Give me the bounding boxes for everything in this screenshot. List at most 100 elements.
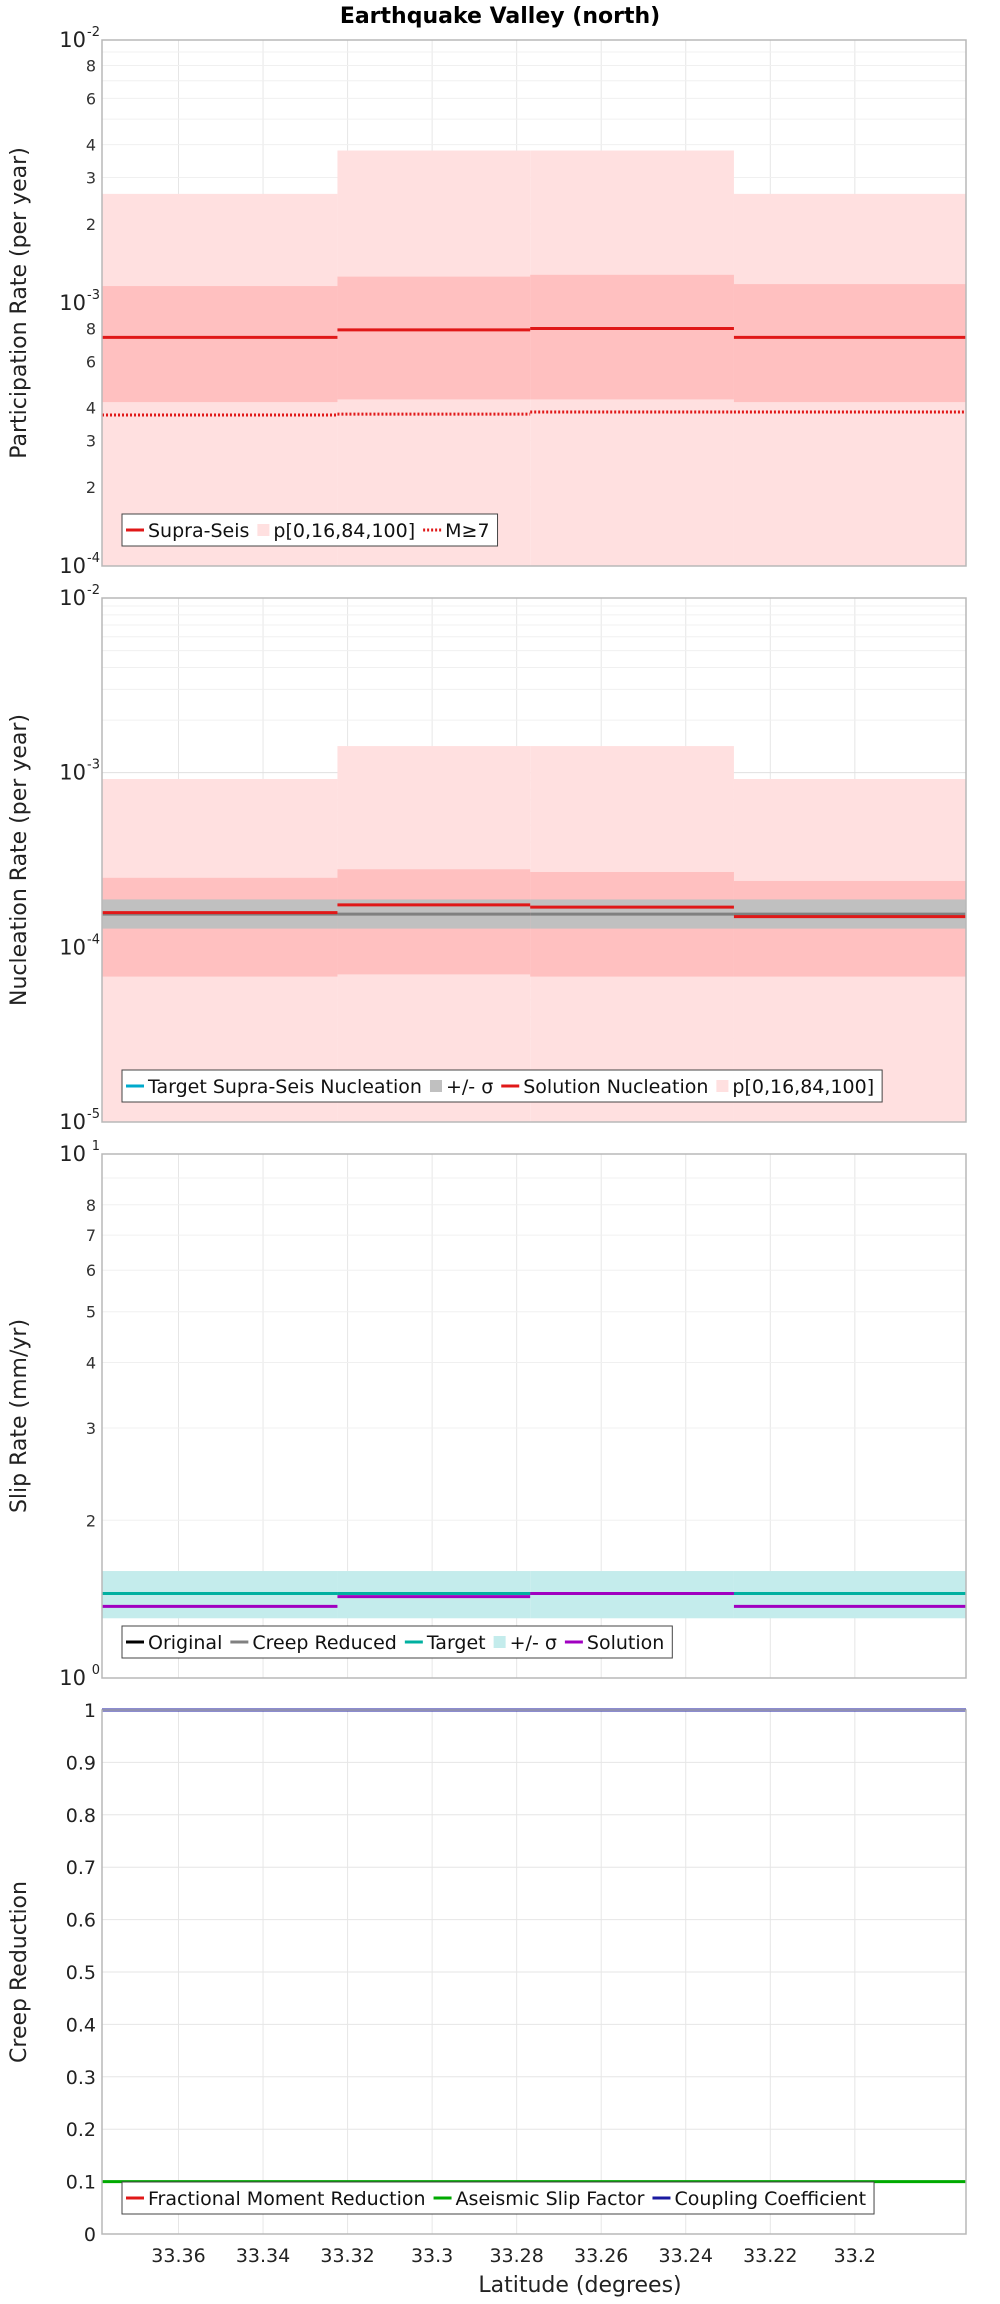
legend: Supra-Seis p[0,16,84,100] M≥7 <box>121 513 499 547</box>
legend-label: Solution Nucleation <box>523 1076 708 1098</box>
legend: Original Creep Reduced Target +/- σ Solution <box>121 1625 673 1659</box>
band-segment <box>337 276 531 400</box>
x-tick-label: 33.36 <box>151 2245 205 2267</box>
legend-label: +/- σ <box>510 1632 557 1654</box>
band-segment <box>733 284 966 403</box>
legend-label: Aseismic Slip Factor <box>456 2188 645 2210</box>
y-tick-label: 0.6 <box>66 1910 96 1932</box>
y-minor-tick-label: 2 <box>86 215 96 234</box>
x-tick-label: 33.26 <box>574 2245 628 2267</box>
legend-label: Original <box>148 1632 222 1654</box>
y-axis-label: Slip Rate (mm/yr) <box>7 1319 32 1513</box>
legend-swatch <box>493 1636 506 1648</box>
y-minor-tick-label: 8 <box>86 319 96 338</box>
y-tick-label: 0.4 <box>66 2014 96 2036</box>
y-tick-exponent: 0 <box>92 1663 100 1678</box>
y-tick-exponent: -3 <box>87 758 100 773</box>
legend-box <box>121 2181 875 2215</box>
y-tick-label: 0.8 <box>66 1805 96 1827</box>
y-tick-label: 0.7 <box>66 1857 96 1879</box>
y-axis-label: Nucleation Rate (per year) <box>7 714 32 1006</box>
x-axis-label: Latitude (degrees) <box>478 2273 681 2298</box>
y-minor-tick-label: 5 <box>86 1303 96 1322</box>
y-tick-exponent: 1 <box>92 1139 100 1154</box>
legend-label: M≥7 <box>445 520 489 542</box>
y-minor-tick-label: 6 <box>86 89 96 108</box>
y-axis-label: Participation Rate (per year) <box>7 147 32 459</box>
band-segment <box>530 274 734 400</box>
panel-4: 0 0.1 0.2 0.3 0.4 0.5 0.6 0.7 0.8 0.9 1 Creep Reduc… <box>7 1700 967 2267</box>
y-minor-tick-label: 4 <box>86 136 96 155</box>
y-tick-exponent: -2 <box>87 25 100 40</box>
y-tick-exponent: -4 <box>87 551 100 566</box>
legend-label: Supra-Seis <box>148 520 249 542</box>
legend-label: p[0,16,84,100] <box>732 1076 874 1098</box>
legend-swatch <box>716 1080 729 1092</box>
y-tick-label: 10 <box>59 554 86 578</box>
y-minor-tick-label: 4 <box>86 399 96 418</box>
y-tick-label: 10 <box>59 586 86 610</box>
y-tick-exponent: -2 <box>87 583 100 598</box>
chart-title: Earthquake Valley (north) <box>340 4 660 29</box>
y-tick-label: 0.9 <box>66 1752 96 1774</box>
x-tick-label: 33.22 <box>743 2245 797 2267</box>
x-tick-label: 33.28 <box>489 2245 543 2267</box>
y-tick-label: 0.1 <box>66 2172 96 2194</box>
y-tick-label: 0 <box>84 2224 96 2246</box>
y-tick-exponent: -3 <box>87 288 100 303</box>
y-minor-tick-label: 7 <box>86 1226 96 1245</box>
y-minor-tick-label: 6 <box>86 1261 96 1280</box>
y-tick-label: 10 <box>59 935 86 959</box>
y-tick-label: 1 <box>84 1700 96 1722</box>
y-minor-tick-label: 2 <box>86 1511 96 1530</box>
x-tick-label: 33.3 <box>411 2245 453 2267</box>
y-minor-tick-label: 3 <box>86 432 96 451</box>
y-minor-tick-label: 3 <box>86 169 96 188</box>
y-tick-label: 0.3 <box>66 2067 96 2089</box>
legend: Target Supra-Seis Nucleation +/- σ Solutio… <box>121 1069 883 1103</box>
band-segment <box>733 880 966 977</box>
legend-label: Creep Reduced <box>252 1632 396 1654</box>
legend-label: +/- σ <box>446 1076 493 1098</box>
legend: Fractional Moment Reduction Aseismic Slip… <box>121 2181 875 2215</box>
y-minor-tick-label: 3 <box>86 1419 96 1438</box>
legend-box <box>121 513 499 547</box>
y-minor-tick-label: 8 <box>86 56 96 75</box>
y-tick-label: 10 <box>59 1110 86 1134</box>
y-tick-label: 10 <box>59 291 86 315</box>
x-tick-label: 33.34 <box>236 2245 290 2267</box>
legend-label: Fractional Moment Reduction <box>148 2188 426 2210</box>
legend-label: Target Supra-Seis Nucleation <box>147 1076 422 1098</box>
y-minor-tick-label: 8 <box>86 1196 96 1215</box>
panel-3: 10 0 10 1 2 3 4 5 6 7 8 Slip Rate (mm/yr) Original Cr… <box>7 1139 967 1690</box>
plot-frame <box>101 39 967 567</box>
y-axis-label: Creep Reduction <box>7 1881 32 2063</box>
plot-frame <box>101 1153 967 1679</box>
y-minor-tick-label: 6 <box>86 352 96 371</box>
legend-label: p[0,16,84,100] <box>273 520 415 542</box>
y-tick-label: 10 <box>59 28 86 52</box>
y-tick-exponent: -5 <box>87 1107 100 1122</box>
y-tick-label: 10 <box>59 1666 86 1690</box>
legend-label: Coupling Coefficient <box>674 2188 866 2210</box>
x-tick-label: 33.32 <box>320 2245 374 2267</box>
band-segment <box>102 286 338 403</box>
y-tick-label: 0.2 <box>66 2119 96 2141</box>
plot-frame <box>101 1709 967 2235</box>
y-tick-label: 0.5 <box>66 1962 96 1984</box>
y-tick-label: 10 <box>59 761 86 785</box>
y-minor-tick-label: 4 <box>86 1354 96 1373</box>
x-tick-label: 33.2 <box>834 2245 876 2267</box>
y-tick-exponent: -4 <box>87 932 100 947</box>
legend-swatch <box>257 524 270 536</box>
plot-frame <box>101 597 967 1123</box>
legend-label: Target <box>426 1632 486 1654</box>
legend-label: Solution <box>587 1632 664 1654</box>
y-minor-tick-label: 2 <box>86 478 96 497</box>
y-tick-label: 10 <box>59 1142 86 1166</box>
legend-swatch <box>429 1080 442 1092</box>
